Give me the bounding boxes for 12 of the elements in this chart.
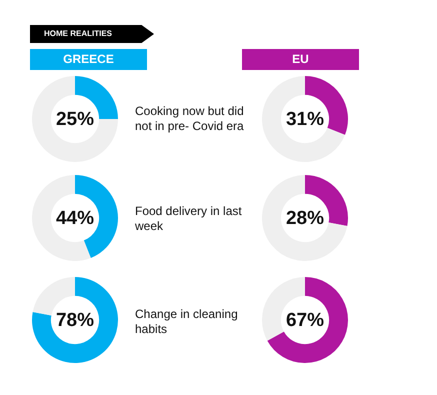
text: 67% [286,310,324,332]
text: 28% [286,208,324,230]
text: HOME REALITIES [30,25,154,43]
text: GREECE [30,49,147,70]
text: 78% [56,310,94,332]
text: EU [242,49,359,70]
text: 31% [286,109,324,130]
text: Food delivery in last week [135,204,243,234]
text: Change in cleaning habits [135,307,239,337]
text: 44% [56,208,94,230]
text: 25% [56,109,94,130]
text: Cooking now but did not in pre- Covid era [135,104,245,134]
